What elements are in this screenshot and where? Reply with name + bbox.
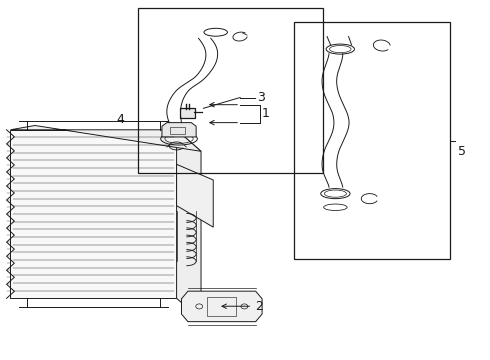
Bar [138, 8, 323, 173]
Polygon shape [162, 123, 196, 137]
Polygon shape [181, 291, 262, 321]
Bar [294, 22, 450, 259]
Text: 5: 5 [458, 145, 466, 158]
Text: 2: 2 [255, 300, 263, 313]
Text: 4: 4 [117, 113, 124, 126]
Polygon shape [176, 130, 201, 320]
Polygon shape [10, 126, 201, 151]
Text: 1: 1 [262, 107, 270, 120]
Polygon shape [176, 165, 213, 227]
Bar [170, 127, 185, 134]
Text: 3: 3 [257, 91, 265, 104]
Polygon shape [10, 130, 176, 298]
FancyBboxPatch shape [180, 108, 195, 118]
